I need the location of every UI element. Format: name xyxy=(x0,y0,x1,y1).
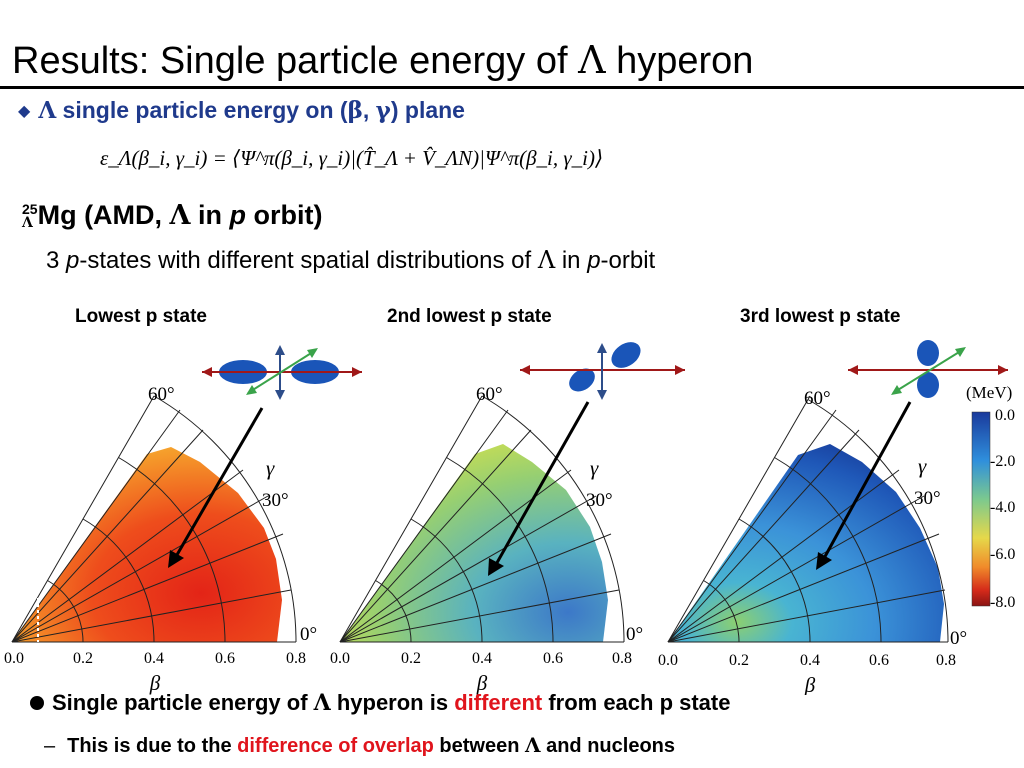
angle-0-label-2: 0° xyxy=(626,624,643,645)
title-divider xyxy=(0,86,1024,89)
b1-mid: hyperon is xyxy=(330,690,455,715)
beta-tick: 0.0 xyxy=(330,650,350,667)
colorbar-tick: -4.0 xyxy=(990,499,1015,516)
angle-30-label-1: 30° xyxy=(262,490,289,511)
desc-pre: 3 xyxy=(46,247,67,274)
energy-map-3rd xyxy=(667,395,949,643)
sub-text2: ) plane xyxy=(390,97,465,123)
beta-tick: 0.8 xyxy=(612,650,632,667)
nucleus-sub: Λ xyxy=(22,215,33,231)
nucleus-in: in xyxy=(190,200,230,230)
panel-label-2nd: 2nd lowest p state xyxy=(387,306,552,327)
sub-comma: , xyxy=(362,97,376,123)
density-icon-3rd xyxy=(848,340,1008,398)
nucleus-p: p xyxy=(229,200,247,230)
beta-tick: 0.4 xyxy=(144,650,164,667)
angle-60-label-2: 60° xyxy=(476,384,503,405)
nucleus-prescript: 25 Λ xyxy=(22,201,38,231)
angle-30-label-2: 30° xyxy=(586,490,613,511)
sub-greek1: Λ xyxy=(38,97,57,124)
slide-title: Results: Single particle energy of Λ hyp… xyxy=(12,38,753,83)
b1-highlight: different xyxy=(454,690,543,715)
b2-greek: Λ xyxy=(525,733,541,757)
beta-tick: 0.4 xyxy=(800,652,820,669)
sub-gamma: γ xyxy=(375,97,391,124)
colorbar-tick: -6.0 xyxy=(990,546,1015,563)
angle-60-label-3: 60° xyxy=(804,388,831,409)
gamma-label-3: γ xyxy=(918,454,927,478)
gamma-label-2: γ xyxy=(590,456,599,480)
section-heading: ◆ Λ single particle energy on (β, γ) plan… xyxy=(18,97,465,124)
beta-tick: 0.6 xyxy=(543,650,563,667)
beta-tick: 0.2 xyxy=(401,650,421,667)
b2-mid: between xyxy=(433,735,525,757)
colorbar-gradient xyxy=(971,411,991,607)
map-fill-lowest xyxy=(12,447,282,642)
colorbar-tick: -2.0 xyxy=(990,453,1015,470)
nucleus-heading: 25 Λ Mg (AMD, Λ in p orbit) xyxy=(22,200,322,231)
desc-p2: p xyxy=(587,247,601,274)
title-greek: Λ xyxy=(578,38,606,82)
panel-label-3rd: 3rd lowest p state xyxy=(740,306,901,327)
title-tail: hyperon xyxy=(605,40,754,82)
density-icon-2nd xyxy=(520,342,685,400)
b2-pre: This is due to the xyxy=(67,735,238,757)
beta-tick: 0.6 xyxy=(869,652,889,669)
nucleus-mass: 25 xyxy=(22,201,38,217)
beta-tick: 0.2 xyxy=(729,652,749,669)
beta-tick: 0.0 xyxy=(4,650,24,667)
sub-beta: β xyxy=(347,97,363,124)
desc-p: p xyxy=(66,247,80,274)
colorbar-tick: 0.0 xyxy=(995,407,1015,424)
angle-0-label-1: 0° xyxy=(300,624,317,645)
b2-highlight: difference of overlap xyxy=(237,735,434,757)
desc-greek: Λ xyxy=(537,246,556,274)
angle-30-label-3: 30° xyxy=(914,488,941,509)
gamma-label-1: γ xyxy=(266,456,275,480)
dash-bullet-icon: – xyxy=(44,735,56,757)
title-rest: Single particle energy of xyxy=(149,40,579,82)
colorbar-tick: -8.0 xyxy=(990,594,1015,611)
beta-tick: 0.6 xyxy=(215,650,235,667)
nucleus-orbit: orbit) xyxy=(246,200,323,230)
nucleus-greek: Λ xyxy=(169,200,191,231)
b1-post: from each p state xyxy=(542,690,731,715)
beta-label-3: β xyxy=(804,673,816,695)
beta-tick: 0.4 xyxy=(472,650,492,667)
angle-60-label-1: 60° xyxy=(148,384,175,405)
beta-tick: 0.2 xyxy=(73,650,93,667)
diamond-bullet-icon: ◆ xyxy=(18,103,31,120)
states-description: 3 p-states with different spatial distri… xyxy=(46,246,655,275)
b1-greek: Λ xyxy=(313,690,331,716)
map-fill-3rd xyxy=(668,444,944,642)
energy-maps: 60° 60° 60° 30° 30° 30° 0° 0° 0° γ γ γ 0… xyxy=(4,340,1015,695)
sub-text1: single particle energy on ( xyxy=(56,97,348,123)
energy-map-2nd xyxy=(339,395,625,643)
angle-0-label-3: 0° xyxy=(950,628,967,649)
beta-tick: 0.0 xyxy=(658,652,678,669)
pointer-arrows xyxy=(172,401,912,569)
round-bullet-icon xyxy=(30,696,44,710)
energy-formula: ε_Λ(β_i, γ_i) = ⟨Ψ^π(β_i, γ_i)|(T̂_Λ + V… xyxy=(100,146,604,170)
conclusion-bullet-2: – This is due to the difference of overla… xyxy=(44,733,675,758)
colorbar: (MeV) 0.0 -2.0 -4.0 -6.0 -8.0 xyxy=(966,383,1015,611)
desc-mid: -states with different spatial distribut… xyxy=(79,247,538,274)
beta-label-1: β xyxy=(149,671,161,695)
energy-map-lowest xyxy=(11,395,297,643)
beta-tick: 0.8 xyxy=(936,652,956,669)
colorbar-unit: (MeV) xyxy=(966,383,1012,402)
title-colon: : xyxy=(138,40,150,82)
desc-end: -orbit xyxy=(600,247,656,274)
b1-pre: Single particle energy of xyxy=(52,690,314,715)
beta-label-2: β xyxy=(476,671,488,695)
panel-label-lowest: Lowest p state xyxy=(75,306,207,327)
desc-in: in xyxy=(555,247,588,274)
density-icon-lowest xyxy=(202,345,362,400)
nucleus-element: Mg (AMD, xyxy=(37,200,170,230)
title-main: Results xyxy=(12,40,139,82)
conclusion-bullet-1: Single particle energy of Λ hyperon is d… xyxy=(30,690,730,716)
b2-post: and nucleons xyxy=(540,735,675,757)
beta-tick: 0.8 xyxy=(286,650,306,667)
